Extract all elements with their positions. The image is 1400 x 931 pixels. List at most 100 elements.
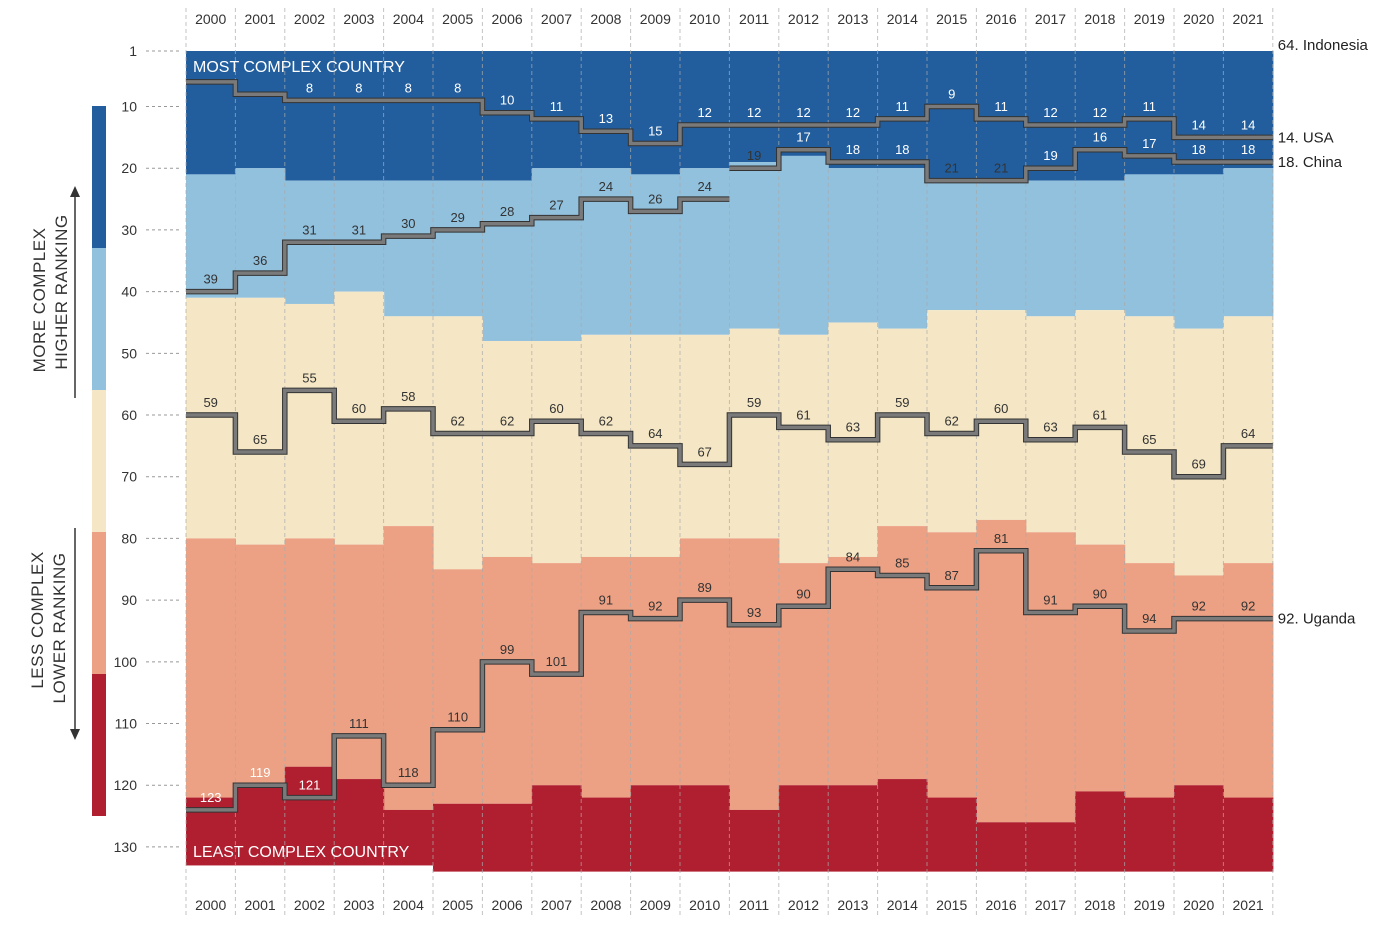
data-label-Indonesia-mid-2015: 62	[944, 414, 958, 429]
x-top-label-2015: 2015	[936, 11, 967, 27]
series-inner-Uganda-0	[186, 549, 1273, 812]
band-4-col-2019	[1124, 563, 1175, 798]
data-label-Uganda-2001: 119	[250, 765, 271, 780]
band-5-col-2016	[976, 822, 1027, 872]
x-bottom-label-2010: 2010	[689, 897, 720, 913]
data-label-Indonesia-mid-2008: 62	[599, 414, 613, 429]
band-3-col-2006	[482, 340, 533, 557]
data-label-Indonesia-2001: 36	[253, 253, 267, 268]
band-1-col-2008	[581, 51, 632, 169]
x-bottom-label-2017: 2017	[1035, 897, 1066, 913]
y-tick-label-100: 100	[114, 654, 138, 670]
band-5-col-2010	[680, 785, 730, 872]
data-label-Indonesia-mid-2011: 59	[747, 395, 761, 410]
band-2-col-2019	[1124, 174, 1175, 317]
data-label-Indonesia-mid-2019: 65	[1142, 432, 1156, 447]
data-label-Indonesia-mid-2000: 59	[203, 395, 217, 410]
data-label-Indonesia-mid-2002: 55	[302, 370, 316, 385]
higher-ranking-label: HIGHER RANKING	[52, 214, 71, 369]
data-label-Uganda-2018: 90	[1093, 586, 1107, 601]
data-label-Uganda-2015: 87	[944, 568, 958, 583]
x-bottom-label-2005: 2005	[442, 897, 473, 913]
band-2-col-2020	[1174, 174, 1224, 329]
side-legend: MORE COMPLEX HIGHER RANKING LESS COMPLEX…	[28, 106, 106, 816]
band-4-col-2005	[433, 569, 483, 804]
band-3-col-2005	[433, 316, 483, 570]
data-label-Indonesia-2000: 39	[203, 272, 217, 287]
x-top-label-2016: 2016	[986, 11, 1017, 27]
band-2-col-2005	[433, 180, 483, 317]
data-label-USA-2014: 11	[896, 99, 910, 114]
series-outline-Uganda-0	[186, 548, 1273, 813]
band-2-col-2014	[877, 168, 928, 329]
less-complex-label: LESS COMPLEX	[28, 551, 47, 688]
band-4-col-2003	[334, 544, 385, 780]
data-label-USA-2018: 12	[1093, 105, 1107, 120]
data-label-Indonesia-2008: 24	[599, 179, 613, 194]
data-label-Uganda-2011: 93	[747, 605, 761, 620]
band-4-col-2020	[1174, 575, 1224, 786]
x-bottom-label-2020: 2020	[1183, 897, 1214, 913]
band-5-col-2013	[828, 785, 879, 872]
x-top-label-2004: 2004	[393, 11, 424, 27]
y-tick-label-1: 1	[129, 43, 137, 59]
x-bottom-label-2002: 2002	[294, 897, 325, 913]
x-bottom-label-2016: 2016	[986, 897, 1017, 913]
x-bottom-label-2004: 2004	[393, 897, 424, 913]
band-1-col-2002	[284, 51, 335, 181]
band-5-col-2001	[235, 785, 286, 866]
data-label-USA-2013: 12	[846, 105, 860, 120]
band-4-col-2008	[581, 556, 632, 798]
band-3-col-2008	[581, 334, 632, 557]
x-bottom-label-2014: 2014	[887, 897, 918, 913]
band-1-col-2000	[186, 51, 236, 175]
data-label-China-2020: 18	[1191, 142, 1205, 157]
x-bottom-label-2001: 2001	[245, 897, 276, 913]
x-top-label-2002: 2002	[294, 11, 325, 27]
band-3-col-2003	[334, 291, 385, 545]
data-label-Indonesia-2003: 31	[352, 222, 366, 237]
data-label-Uganda-2013: 84	[846, 549, 860, 564]
y-tick-label-80: 80	[121, 530, 137, 546]
x-top-label-2018: 2018	[1084, 11, 1115, 27]
x-bottom-label-2015: 2015	[936, 897, 967, 913]
band-4-col-2015	[927, 532, 977, 798]
up-arrow-icon	[70, 186, 80, 197]
end-label-Indonesia: 64. Indonesia	[1278, 37, 1369, 54]
data-label-Indonesia-mid-2007: 60	[549, 401, 563, 416]
band-4-col-2014	[877, 526, 928, 780]
data-label-Indonesia-mid-2003: 60	[352, 401, 366, 416]
band-2-col-2017	[1025, 180, 1076, 317]
data-label-USA-2012: 12	[796, 105, 810, 120]
data-label-USA-2002: 8	[306, 80, 313, 95]
band-1-col-2016	[976, 51, 1027, 181]
data-label-China-2012: 17	[796, 130, 810, 145]
band-2-col-2010	[680, 168, 730, 335]
band-2-col-2009	[630, 174, 681, 335]
band-4-col-2009	[630, 556, 681, 786]
x-bottom-label-2003: 2003	[343, 897, 374, 913]
data-label-China-2018: 16	[1093, 130, 1107, 145]
band-1-col-2001	[235, 51, 286, 169]
band-5-col-2006	[482, 803, 533, 872]
band-3-col-2012	[778, 334, 829, 564]
x-top-label-2010: 2010	[689, 11, 720, 27]
band-5-col-2009	[630, 785, 681, 872]
data-label-China-2014: 18	[895, 142, 909, 157]
data-label-China-2013: 18	[846, 142, 860, 157]
band-4-col-2018	[1075, 544, 1126, 792]
series-inner-USA-0	[186, 80, 1273, 146]
legend-swatch-dark-blue	[92, 106, 106, 248]
x-bottom-label-2012: 2012	[788, 897, 819, 913]
data-label-Uganda-2002: 121	[299, 778, 321, 793]
band-1-col-2013	[828, 51, 879, 169]
y-tick-label-110: 110	[115, 716, 138, 732]
data-label-Uganda-2000: 123	[200, 790, 222, 805]
end-label-USA: 14. USA	[1278, 129, 1334, 146]
band-4-col-2011	[729, 538, 780, 810]
y-tick-label-10: 10	[121, 99, 137, 115]
data-label-Indonesia-mid-2017: 63	[1043, 420, 1057, 435]
band-4-col-2012	[778, 563, 829, 786]
